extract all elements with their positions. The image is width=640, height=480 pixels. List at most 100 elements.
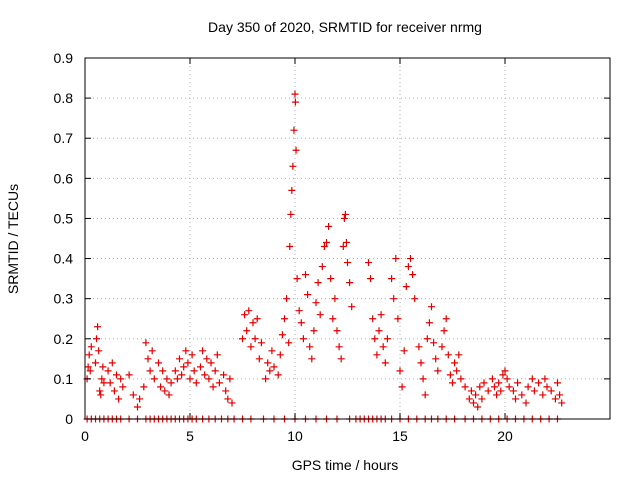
data-point: [186, 375, 194, 383]
y-tick-label: 0.8: [54, 90, 74, 106]
data-point: [478, 395, 486, 403]
y-tick-label: 0.9: [54, 50, 74, 66]
data-point: [331, 295, 339, 303]
data-point: [209, 383, 217, 391]
data-point: [188, 351, 196, 359]
data-point: [522, 399, 530, 407]
data-point: [253, 315, 261, 323]
data-point: [396, 367, 404, 375]
data-point: [497, 387, 505, 395]
data-point: [337, 355, 345, 363]
y-tick-label: 0.2: [54, 331, 74, 347]
data-point: [224, 395, 232, 403]
data-point: [96, 387, 104, 395]
data-point: [333, 327, 341, 335]
data-point: [299, 335, 307, 343]
data-point: [95, 347, 103, 355]
data-point: [176, 355, 183, 363]
data-point: [104, 367, 112, 375]
data-point: [270, 363, 278, 371]
data-point: [276, 351, 284, 359]
data-point: [295, 307, 303, 315]
data-point: [285, 339, 293, 347]
data-point: [373, 351, 381, 359]
data-point: [316, 311, 324, 319]
data-point: [99, 363, 107, 371]
data-point: [182, 347, 190, 355]
y-tick-label: 0.7: [54, 130, 74, 146]
data-point: [535, 379, 543, 387]
data-point: [213, 351, 221, 359]
data-point: [205, 375, 213, 383]
data-point: [465, 395, 473, 403]
x-tick-label: 15: [392, 428, 408, 444]
data-point: [312, 299, 320, 307]
data-point: [144, 355, 152, 363]
data-point: [512, 395, 519, 403]
data-point: [446, 371, 454, 379]
data-point: [165, 391, 173, 399]
data-point: [434, 367, 442, 375]
data-point: [215, 379, 223, 387]
data-point: [106, 379, 114, 387]
data-point: [467, 387, 475, 395]
data-point: [268, 347, 276, 355]
data-point: [453, 367, 461, 375]
data-point: [192, 379, 200, 387]
data-point: [161, 387, 169, 395]
data-point: [257, 339, 265, 347]
data-point: [495, 379, 503, 387]
data-point: [241, 311, 249, 319]
data-point: [306, 343, 314, 351]
data-point: [314, 279, 322, 287]
data-point: [457, 375, 465, 383]
data-point: [438, 343, 446, 351]
data-point: [541, 375, 549, 383]
gridlines: [85, 58, 610, 419]
data-point: [290, 126, 298, 134]
data-point: [499, 371, 507, 379]
data-point: [472, 391, 480, 399]
data-point: [292, 146, 300, 154]
data-point: [369, 315, 377, 323]
data-point: [392, 255, 400, 263]
data-point: [400, 347, 408, 355]
data-point: [556, 391, 564, 399]
y-tick-label: 0.4: [54, 251, 74, 267]
data-point: [308, 355, 316, 363]
data-point: [419, 375, 427, 383]
data-point: [129, 391, 137, 399]
data-point: [310, 327, 318, 335]
data-point: [451, 359, 459, 367]
data-point: [239, 335, 246, 343]
data-point: [432, 355, 440, 363]
data-point: [407, 255, 414, 263]
data-point: [493, 391, 501, 399]
data-point: [159, 367, 167, 375]
data-point: [377, 311, 385, 319]
data-point: [488, 375, 496, 383]
data-point: [150, 375, 158, 383]
y-tick-label: 0.1: [54, 371, 74, 387]
data-point: [501, 367, 509, 375]
data-point: [440, 327, 448, 335]
data-point: [178, 371, 186, 379]
data-point: [346, 279, 354, 287]
data-point: [148, 347, 156, 355]
data-point: [394, 315, 402, 323]
data-point: [146, 367, 154, 375]
data-point: [505, 383, 513, 391]
data-point: [211, 367, 219, 375]
data-point: [207, 359, 215, 367]
y-tick-label: 0.6: [54, 170, 74, 186]
data-point: [274, 371, 282, 379]
data-point: [371, 335, 379, 343]
data-point: [428, 303, 435, 311]
y-tick-label: 0.5: [54, 210, 74, 226]
data-point: [286, 243, 294, 251]
data-point: [291, 98, 299, 106]
data-point: [184, 359, 192, 367]
data-point: [86, 367, 94, 375]
data-point: [108, 359, 116, 367]
data-point: [470, 399, 477, 407]
